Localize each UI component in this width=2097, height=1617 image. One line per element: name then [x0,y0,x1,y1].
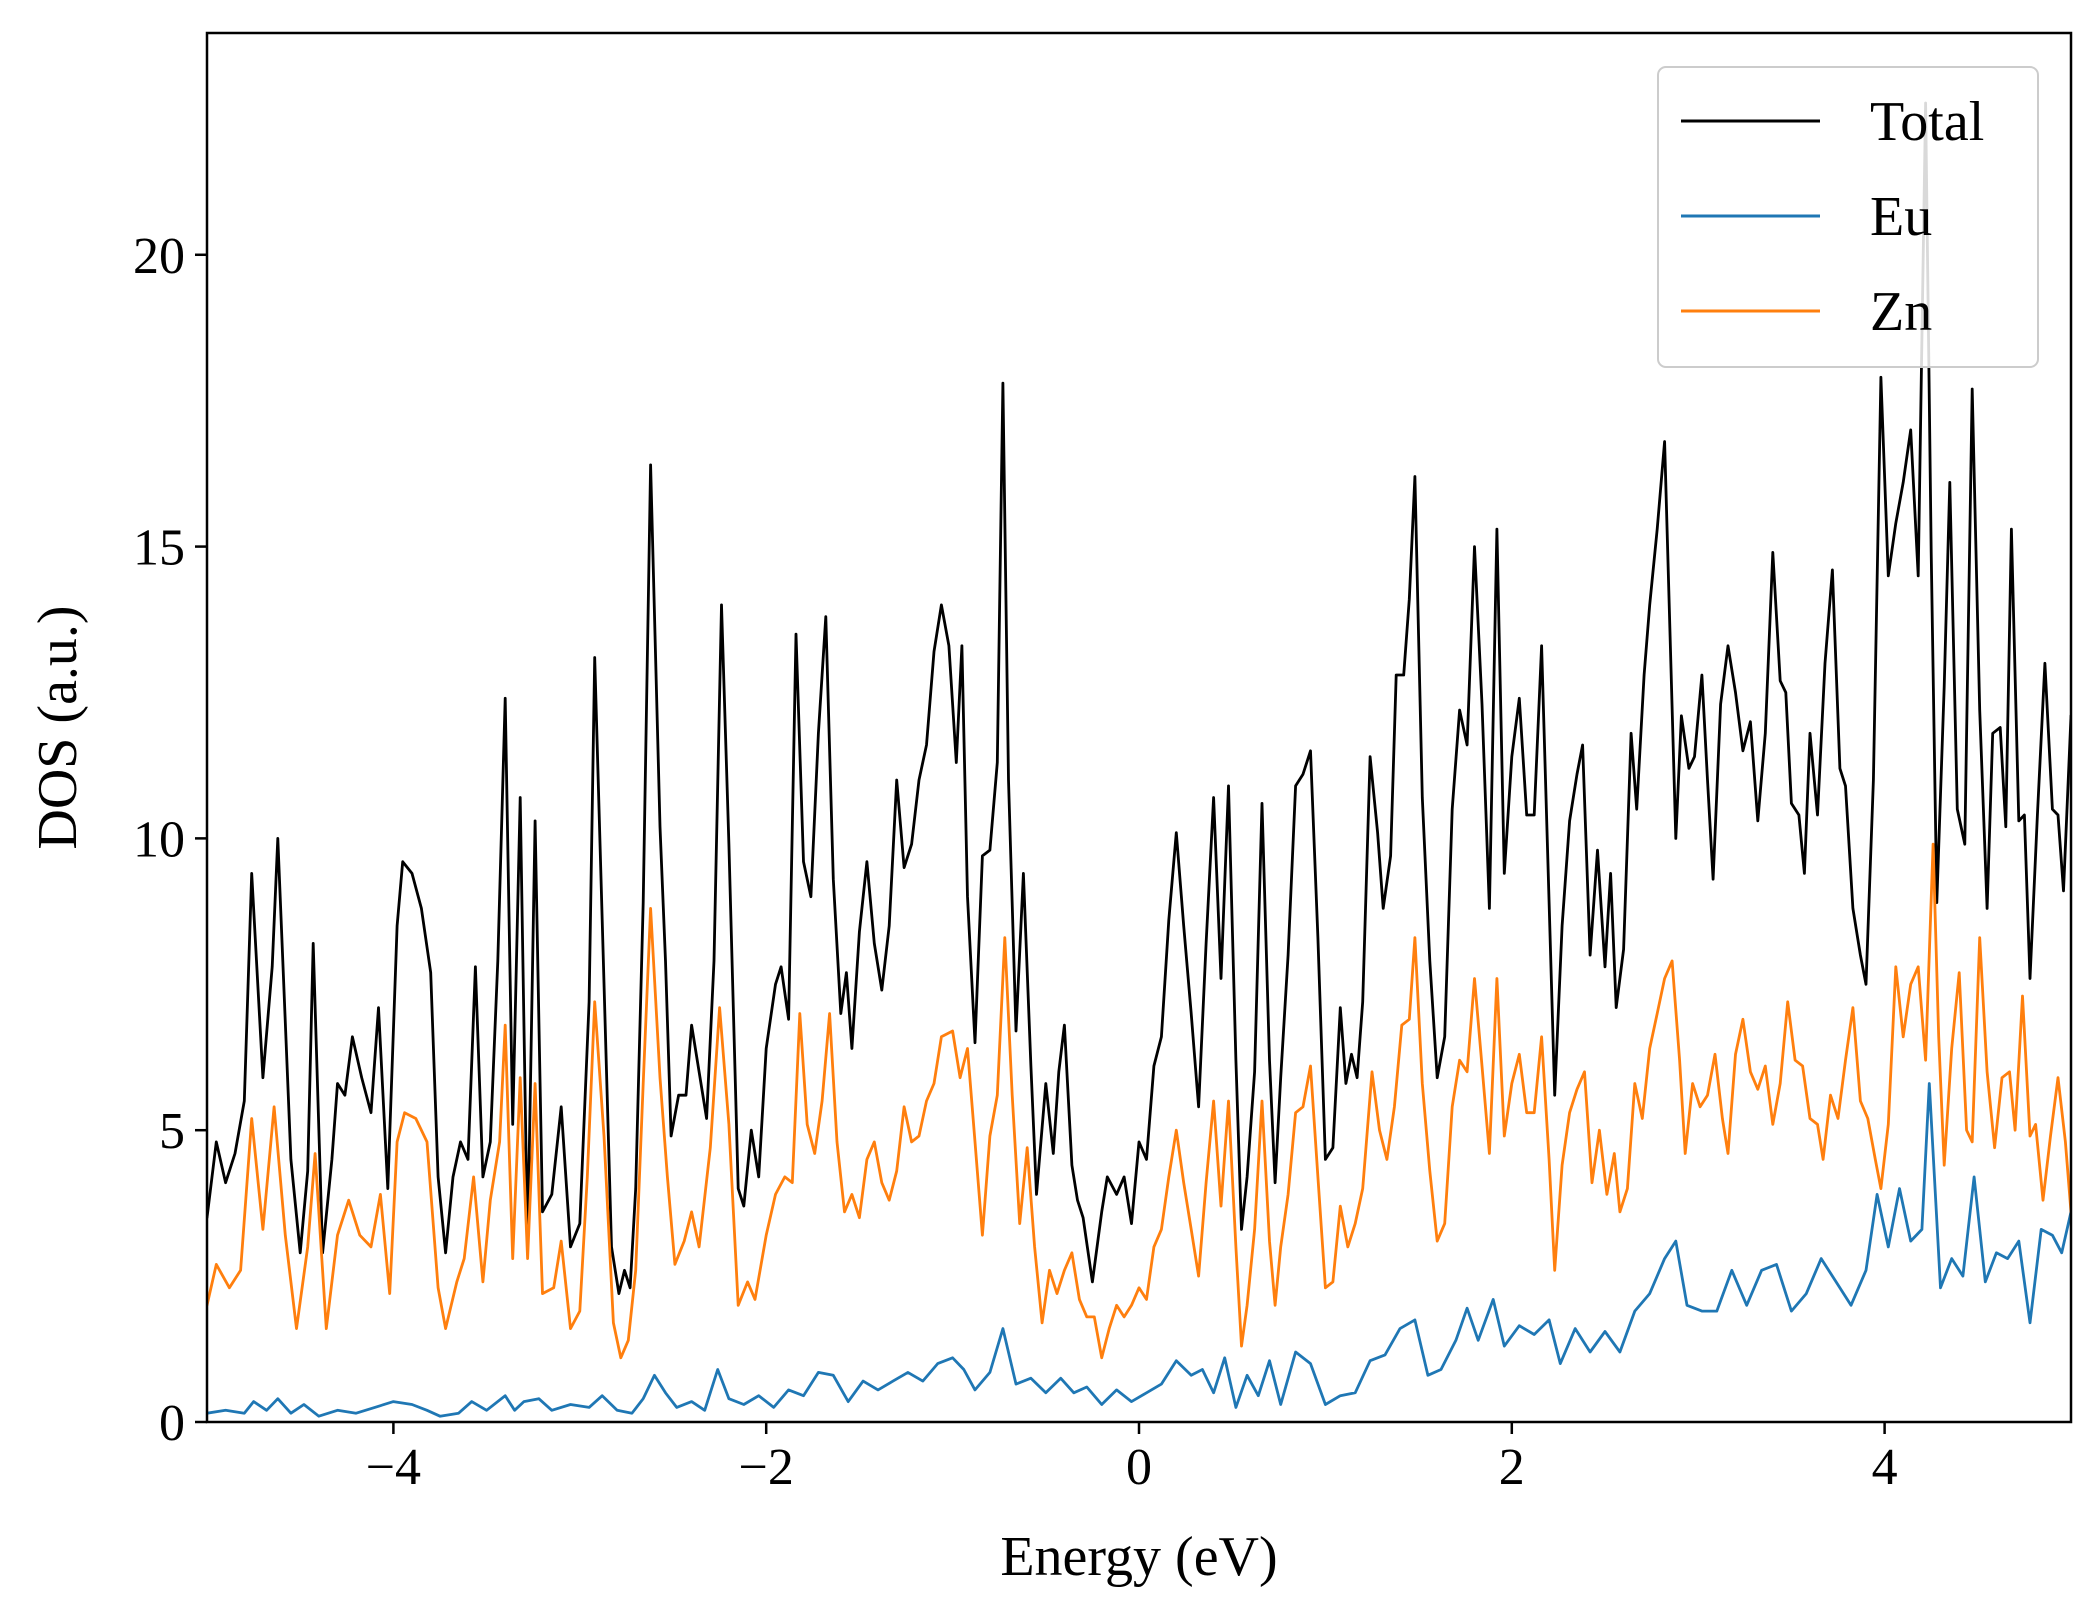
y-tick-label: 0 [159,1395,185,1452]
x-tick-label: 2 [1499,1439,1525,1496]
x-tick-label: 4 [1872,1439,1898,1496]
y-tick-label: 20 [133,228,185,285]
y-tick-label: 15 [133,520,185,577]
x-tick-label: −4 [366,1439,421,1496]
legend-label-zn: Zn [1870,281,1932,343]
legend-label-total: Total [1870,91,1984,153]
legend-label-eu: Eu [1870,186,1932,248]
series-layer [207,101,2071,1418]
y-axis: 0 5 10 15 20 [133,228,207,1452]
y-axis-title: DOS (a.u.) [27,605,89,849]
legend: Total Eu Zn [1657,66,2039,368]
y-tick-label: 10 [133,811,185,868]
x-tick-label: −2 [739,1439,794,1496]
y-tick-label: 5 [159,1103,185,1160]
x-tick-label: 0 [1126,1439,1152,1496]
x-axis: −4 −2 0 2 4 [366,1422,1898,1496]
series-line-zn [207,842,2071,1360]
series-line-eu [207,1082,2071,1418]
legend-box [1657,66,2039,368]
series-line-total [207,101,2071,1295]
x-axis-title: Energy (eV) [1000,1526,1277,1588]
